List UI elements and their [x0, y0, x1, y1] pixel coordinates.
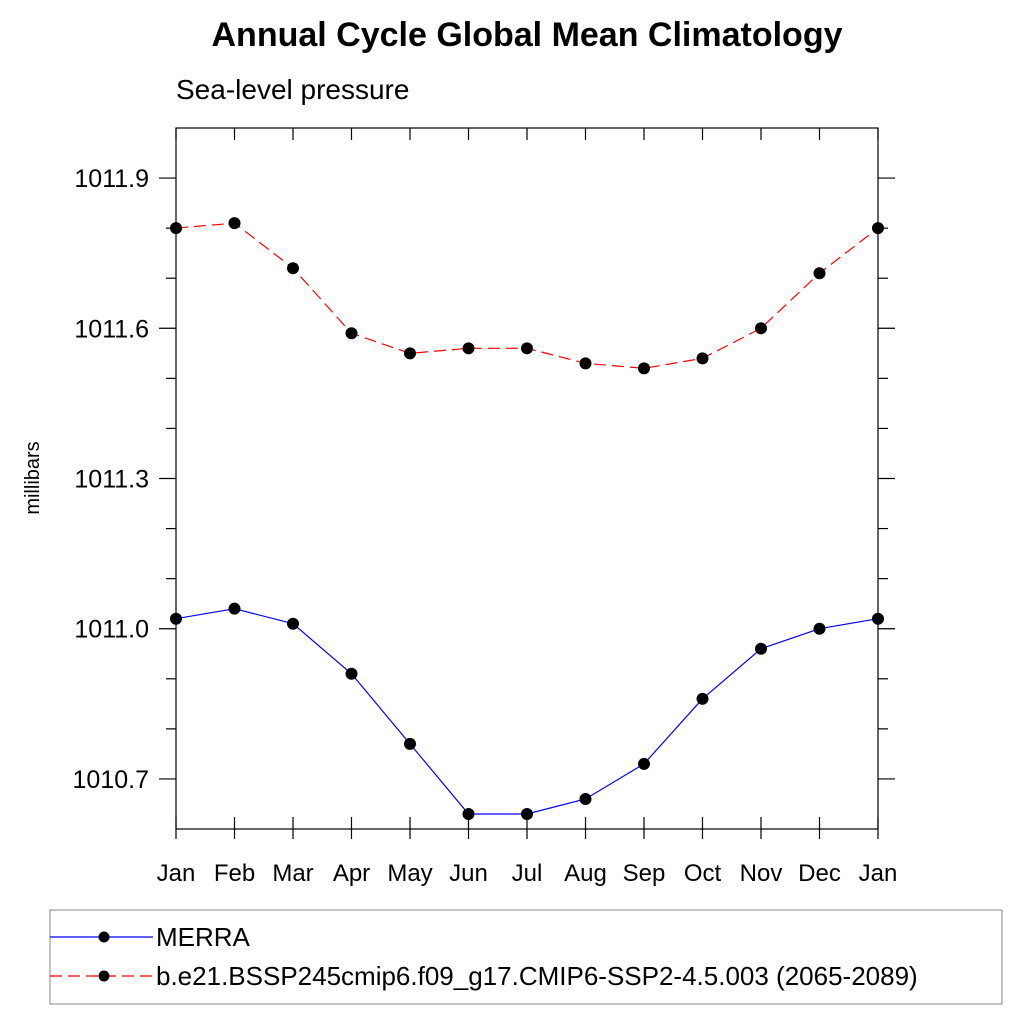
y-axis-label: millibars [22, 441, 44, 514]
legend-swatch-ssp245-marker [98, 970, 110, 982]
series-points [170, 217, 884, 820]
x-tick-label: Jul [512, 860, 543, 887]
x-tick-label: Jan [859, 860, 898, 887]
data-point-series-0 [696, 692, 709, 705]
data-point-series-1 [813, 267, 826, 280]
data-point-series-0 [755, 642, 767, 655]
data-point-series-0 [287, 617, 299, 630]
data-point-series-1 [170, 222, 182, 235]
x-tick-label: Feb [214, 860, 255, 887]
legend-label-ssp245: b.e21.BSSP245cmip6.f09_g17.CMIP6-SSP2-4.… [156, 961, 918, 991]
data-point-series-1 [345, 327, 358, 340]
data-point-series-1 [521, 342, 533, 355]
data-point-series-0 [638, 757, 650, 770]
legend-box [49, 909, 1003, 1005]
x-tick-label: Jan [157, 860, 196, 887]
y-tick-label: 1011.0 [74, 616, 149, 644]
series-lines [175, 222, 879, 815]
data-point-series-1 [579, 357, 592, 370]
y-tick-label: 1011.6 [74, 315, 149, 343]
x-tick-label: May [387, 860, 432, 887]
x-tick-label: Jun [449, 860, 488, 887]
data-point-series-0 [521, 807, 533, 820]
data-point-series-0 [170, 612, 182, 625]
data-point-series-0 [579, 792, 592, 805]
y-tick-label: 1011.9 [74, 165, 149, 193]
data-point-series-0 [462, 807, 475, 820]
y-tick-label: 1011.3 [74, 466, 149, 494]
y-tick-label: 1010.7 [73, 766, 149, 794]
data-point-series-1 [462, 342, 475, 355]
data-point-series-0 [345, 667, 358, 680]
data-point-series-1 [872, 222, 884, 235]
plot-frame [175, 127, 879, 830]
data-point-series-1 [638, 362, 650, 375]
data-point-series-1 [755, 322, 767, 335]
x-tick-label: Dec [798, 860, 841, 887]
x-tick-label: Nov [740, 860, 783, 887]
data-point-series-0 [872, 612, 884, 625]
x-tick-label: Oct [684, 860, 722, 887]
data-point-series-1 [228, 217, 241, 230]
chart-title: Annual Cycle Global Mean Climatology [212, 16, 843, 54]
data-point-series-1 [696, 352, 709, 365]
data-point-series-1 [287, 262, 299, 275]
chart-subtitle: Sea-level pressure [176, 74, 409, 105]
x-tick-label: Mar [272, 860, 313, 887]
legend-label-merra: MERRA [156, 922, 251, 952]
x-tick-label: Aug [564, 860, 607, 887]
data-point-series-0 [813, 622, 826, 635]
x-tick-label: Sep [623, 860, 666, 887]
data-point-series-0 [228, 602, 241, 615]
data-point-series-1 [404, 347, 416, 360]
legend-swatch-merra-marker [98, 931, 110, 943]
series-line-0 [175, 608, 879, 815]
axis-ticks [159, 128, 895, 839]
x-tick-labels: Jan Feb Mar Apr May Jun Jul Aug Sep Oct Nov Dec Jan [157, 860, 898, 887]
data-point-series-0 [404, 737, 416, 750]
x-tick-label: Apr [333, 860, 370, 887]
y-tick-labels: 1010.7 1011.0 1011.3 1011.6 1011.9 [73, 165, 149, 794]
